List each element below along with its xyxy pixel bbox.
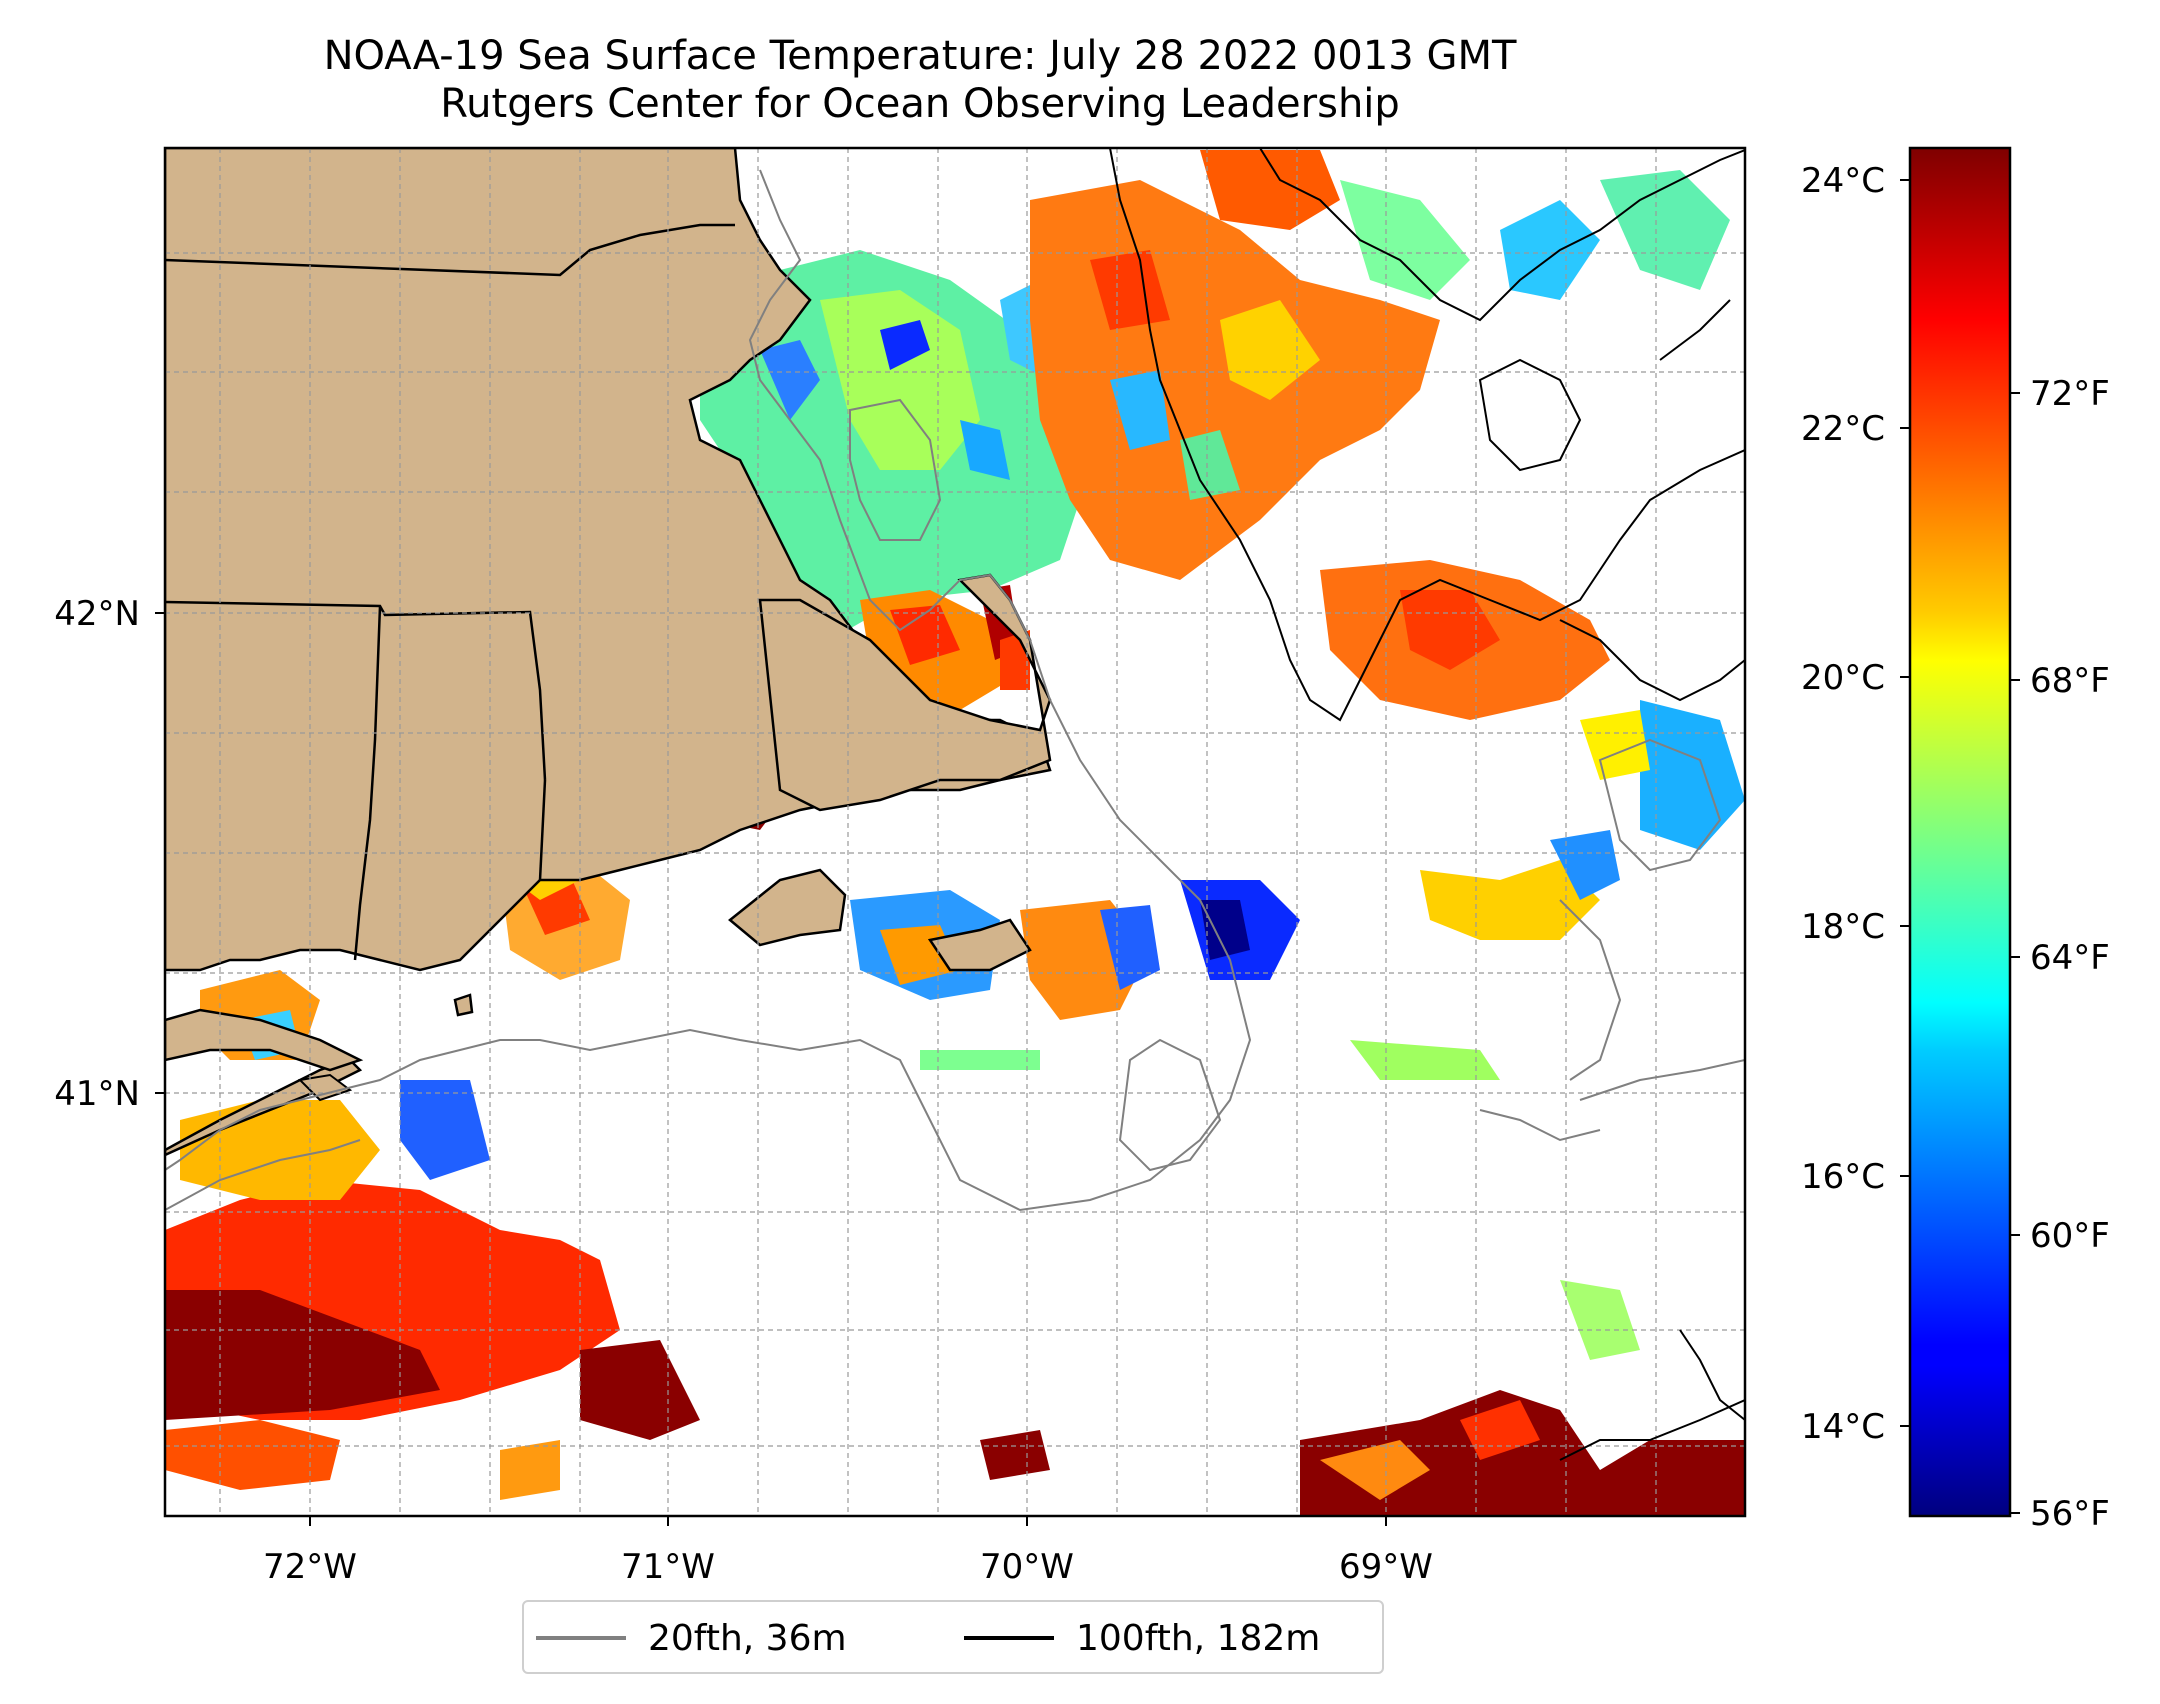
fahrenheit-tick-label: 72°F xyxy=(2030,374,2110,414)
legend-label: 100fth, 182m xyxy=(1076,1617,1321,1659)
celsius-tick-label: 24°C xyxy=(1801,161,1885,201)
lat-tick-label: 42°N xyxy=(54,594,140,634)
land-marthas-vineyard xyxy=(728,868,847,947)
land-block-island xyxy=(453,993,474,1017)
colorbar: 24°C 22°C 20°C 18°C 16°C 14°C 72°F 68°F … xyxy=(1801,146,2110,1534)
map-frame xyxy=(163,146,1747,1518)
gridlines xyxy=(165,148,1745,1516)
land xyxy=(165,148,1052,1157)
celsius-tick-label: 16°C xyxy=(1801,1157,1885,1197)
legend-item-20fth: 20fth, 36m xyxy=(536,1614,847,1662)
lon-tick-label: 71°W xyxy=(621,1547,715,1587)
fahrenheit-tick-label: 68°F xyxy=(2030,661,2110,701)
celsius-tick-label: 14°C xyxy=(1801,1407,1885,1447)
colorbar-gradient xyxy=(1908,146,2012,1518)
legend-swatch-black-line xyxy=(964,1636,1054,1640)
legend-swatch-gray-line xyxy=(536,1636,626,1640)
land-ct-shore xyxy=(165,1008,364,1072)
chart-title: NOAA-19 Sea Surface Temperature: July 28… xyxy=(323,33,1517,79)
chart-subtitle: Rutgers Center for Ocean Observing Leade… xyxy=(440,81,1400,127)
fahrenheit-tick-label: 64°F xyxy=(2030,938,2110,978)
isobath-100fth xyxy=(1109,148,1745,1461)
isobath-20fth xyxy=(165,169,1745,1212)
fahrenheit-tick-label: 56°F xyxy=(2030,1494,2110,1534)
celsius-tick-label: 22°C xyxy=(1801,409,1885,449)
lon-tick-label: 72°W xyxy=(263,1547,357,1587)
lon-tick-label: 69°W xyxy=(1339,1547,1433,1587)
celsius-tick-label: 18°C xyxy=(1801,907,1885,947)
legend: 20fth, 36m 100fth, 182m xyxy=(522,1600,1384,1674)
legend-item-100fth: 100fth, 182m xyxy=(964,1614,1320,1662)
fahrenheit-tick-label: 60°F xyxy=(2030,1216,2110,1256)
celsius-tick-label: 20°C xyxy=(1801,658,1885,698)
lat-tick-label: 41°N xyxy=(54,1074,140,1114)
map-area xyxy=(165,148,1745,1516)
legend-label: 20fth, 36m xyxy=(648,1617,847,1659)
land-nantucket xyxy=(927,918,1032,972)
axis-ticks xyxy=(155,612,1387,1526)
lon-tick-label: 70°W xyxy=(980,1547,1074,1587)
